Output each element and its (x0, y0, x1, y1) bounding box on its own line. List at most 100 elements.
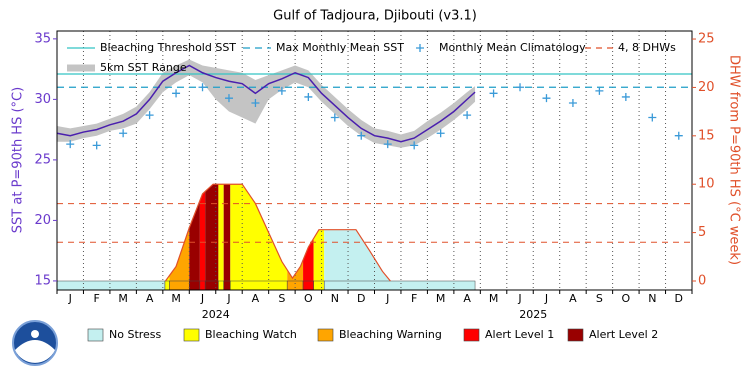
plot-frame (56, 30, 693, 291)
y2-tick-label: 10 (698, 177, 715, 192)
dhw-stress-fill (313, 184, 325, 281)
dhw-stress-fill (223, 184, 231, 281)
climatology-point (621, 92, 630, 101)
legend-climatology-swatch (416, 44, 424, 52)
x-tick-label: M (489, 292, 499, 305)
sst-range-band (57, 59, 476, 148)
dhw-stress-fill (303, 184, 314, 281)
y2-tick-label: 15 (698, 128, 715, 143)
x-tick-label: S (596, 292, 603, 305)
legend-dhw-levels: 4, 8 DHWs (618, 41, 676, 54)
noaa-logo (12, 320, 58, 366)
stress-strip (189, 280, 201, 291)
dhw-line (164, 183, 391, 282)
y-tick-label: 30 (34, 92, 51, 107)
climatology-point (489, 89, 498, 98)
climatology-point (145, 111, 154, 120)
stress-legend-swatch (183, 328, 200, 342)
chart-title: Gulf of Tadjoura, Djibouti (v3.1) (273, 9, 477, 24)
stress-legend-label: No Stress (109, 328, 162, 341)
climatology-point (674, 131, 683, 140)
legend-climatology: Monthly Mean Climatology (439, 41, 586, 54)
stress-legend-label: Bleaching Watch (205, 328, 297, 341)
stress-strip (302, 280, 314, 291)
y-tick-label: 35 (34, 31, 51, 46)
x-tick-label: J (544, 292, 548, 305)
stress-strip (230, 280, 288, 291)
climatology-point (224, 94, 233, 103)
dhw-stress-fill (218, 184, 224, 281)
stress-strip (164, 280, 170, 291)
climatology-point (648, 113, 657, 122)
x-tick-label: F (94, 292, 100, 305)
x-tick-label: J (385, 292, 389, 305)
stress-strip (56, 280, 166, 291)
logo-bird (31, 330, 39, 338)
y-tick-label: 20 (34, 213, 51, 228)
stress-strip (199, 280, 206, 291)
climatology-point (463, 111, 472, 120)
y2-tick-label: 25 (698, 32, 715, 47)
x-tick-label: J (226, 292, 230, 305)
climatology-point (595, 86, 604, 95)
stress-strip (218, 280, 224, 291)
stress-strip (223, 280, 231, 291)
x-tick-label: A (146, 292, 154, 305)
stress-legend-swatch (463, 328, 480, 342)
x-tick-label: J (200, 292, 204, 305)
climatology-point (410, 141, 419, 150)
climatology-point (542, 94, 551, 103)
climatology-point (357, 131, 366, 140)
stress-legend-swatch (87, 328, 104, 342)
stress-legend-swatch (567, 328, 584, 342)
climatology-point (198, 83, 207, 92)
y2-tick-label: 20 (698, 80, 715, 95)
y-tick-label: 15 (34, 273, 51, 288)
dhw-stress-fill (324, 184, 391, 281)
y-axis-label: SST at P=90th HS (°C) (11, 87, 26, 233)
logo-wave (15, 340, 55, 363)
sst-line (56, 64, 476, 143)
x-tick-label: O (304, 292, 313, 305)
climatology-point (330, 113, 339, 122)
climatology-point (568, 99, 577, 108)
climatology-point (172, 89, 181, 98)
y2-tick-label: 0 (698, 273, 706, 288)
legend-sst-range: 5km SST Range (100, 61, 187, 74)
climatology-point (251, 99, 260, 108)
climatology-point (383, 140, 392, 149)
stress-strip (204, 280, 219, 291)
stress-strip (323, 280, 476, 291)
y2-axis-label: DHW from P=90th HS (°C week) (727, 55, 742, 265)
x-tick-label: N (648, 292, 656, 305)
x-tick-label: D (357, 292, 365, 305)
climatology-point (436, 129, 445, 138)
dhw-stress-fill (230, 184, 288, 281)
x-tick-label: O (622, 292, 631, 305)
stress-strip (313, 280, 325, 291)
x-tick-label: N (331, 292, 339, 305)
legend-threshold: Bleaching Threshold SST (100, 41, 236, 54)
climatology-point (304, 92, 313, 101)
x-tick-label: A (252, 292, 260, 305)
year-label: 2025 (519, 308, 547, 321)
x-tick-label: F (411, 292, 417, 305)
y-tick-label: 25 (34, 152, 51, 167)
climatology-point (277, 86, 286, 95)
stress-legend-label: Alert Level 1 (485, 328, 554, 341)
x-tick-label: J (68, 292, 72, 305)
climatology-point (119, 129, 128, 138)
stress-legend-label: Bleaching Warning (339, 328, 442, 341)
stress-legend-swatch (317, 328, 334, 342)
year-label: 2024 (202, 308, 230, 321)
x-tick-label: M (171, 292, 181, 305)
x-tick-label: M (118, 292, 128, 305)
dhw-stress-fill (189, 184, 200, 281)
x-tick-label: A (569, 292, 577, 305)
x-tick-label: A (463, 292, 471, 305)
climatology-point (66, 140, 75, 149)
x-tick-label: M (436, 292, 446, 305)
y2-tick-label: 5 (698, 225, 706, 240)
dhw-stress-fill (199, 184, 206, 281)
